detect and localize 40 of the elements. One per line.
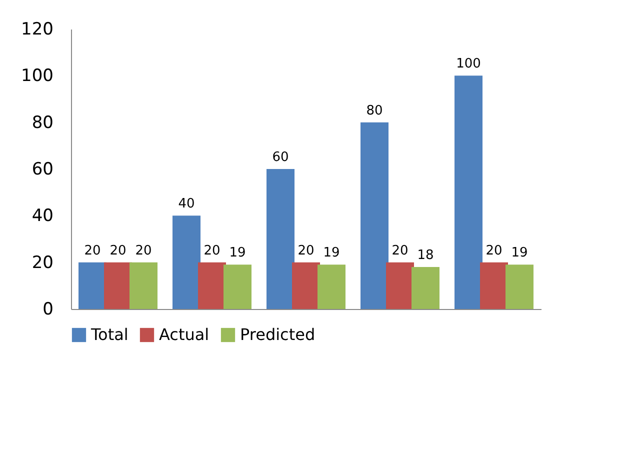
data-label: 18: [417, 248, 434, 263]
bar: [505, 264, 534, 309]
data-label: 20: [84, 243, 101, 258]
bar: [480, 262, 508, 309]
data-label: 80: [366, 103, 383, 118]
legend-label: Predicted: [240, 325, 316, 344]
data-label: 100: [456, 56, 481, 72]
data-label: 60: [272, 150, 289, 165]
bar: [129, 262, 158, 309]
data-label: 20: [392, 243, 408, 258]
bar: [386, 262, 414, 309]
data-label: 19: [229, 246, 246, 261]
bar: [360, 122, 389, 309]
data-label: 20: [298, 243, 314, 258]
bar: [292, 262, 320, 309]
bar: [454, 76, 483, 309]
data-label: 40: [178, 196, 195, 212]
y-tick-label: 80: [32, 112, 54, 133]
y-tick-label: 20: [32, 252, 54, 273]
bar: [198, 262, 226, 309]
data-label: 20: [204, 243, 220, 258]
data-label: 19: [511, 246, 528, 261]
bar: [411, 267, 440, 309]
bar: [172, 216, 201, 309]
bar: [266, 169, 295, 309]
data-label: 20: [135, 243, 152, 258]
bar: [78, 262, 107, 309]
data-label: 20: [486, 243, 502, 258]
y-tick-label: 100: [21, 66, 54, 86]
y-tick-label: 40: [32, 206, 54, 226]
legend-label: Total: [90, 325, 128, 344]
bar: [104, 262, 132, 309]
bar: [317, 264, 346, 309]
y-tick-label: 60: [32, 160, 54, 180]
y-tick-label: 0: [42, 300, 54, 320]
bar: [223, 264, 252, 309]
y-tick-label: 120: [21, 20, 54, 40]
data-label: 19: [323, 246, 340, 261]
legend-label: Actual: [159, 325, 210, 344]
data-label: 20: [110, 243, 126, 258]
